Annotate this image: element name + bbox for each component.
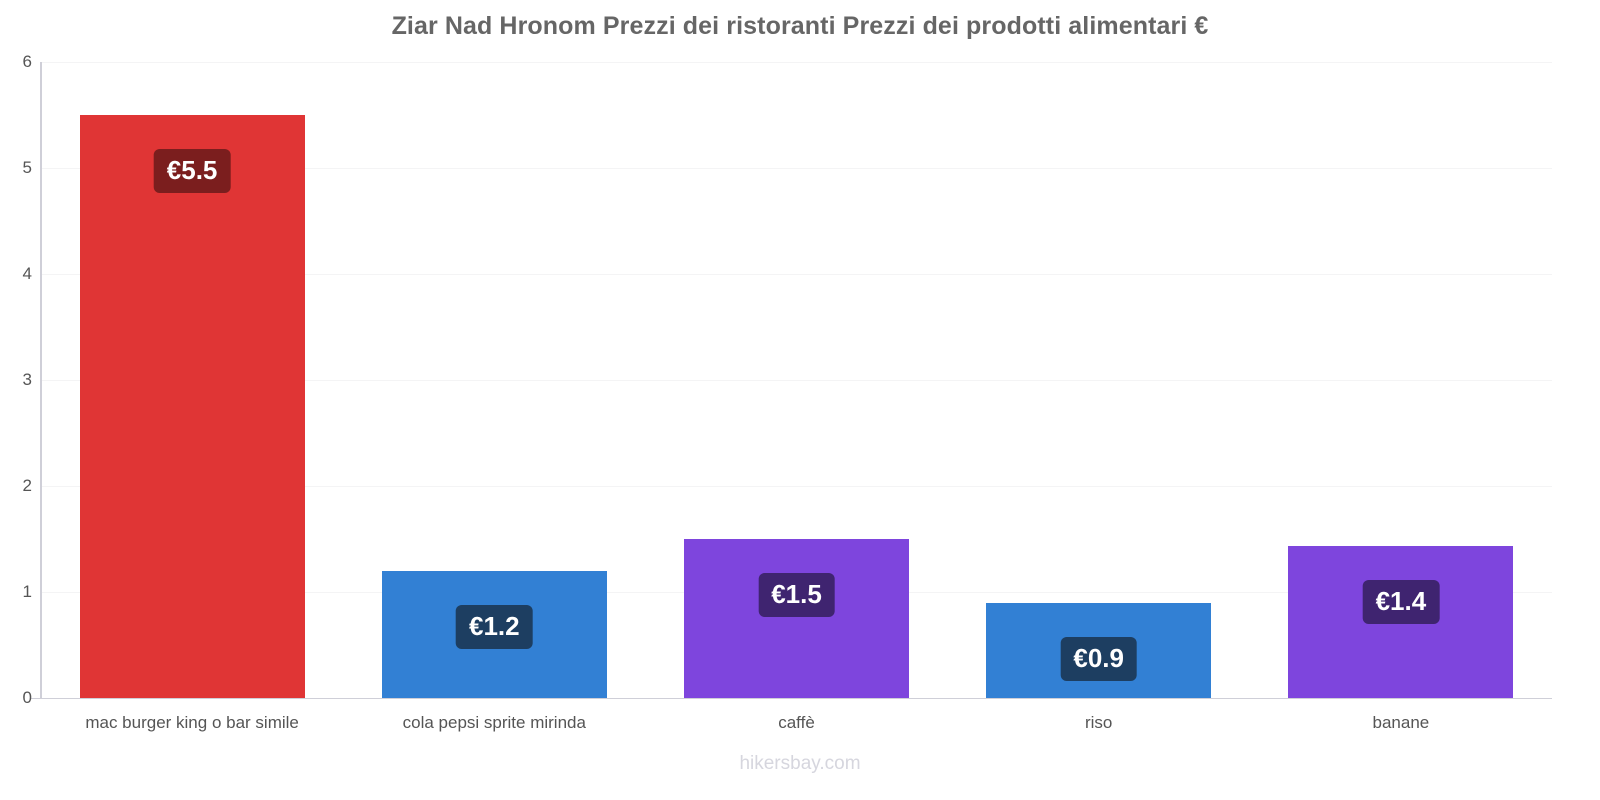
bar-value-label: €5.5 bbox=[153, 149, 231, 193]
x-axis-category-label: riso bbox=[1084, 713, 1113, 732]
x-axis-category-label: caffè bbox=[778, 713, 815, 732]
y-axis-tick-label: 4 bbox=[22, 264, 32, 283]
x-axis-category-label: mac burger king o bar simile bbox=[85, 713, 299, 732]
x-axis-origin-tick bbox=[30, 698, 41, 699]
bar-value-label: €0.9 bbox=[1060, 636, 1137, 681]
y-axis-tick-label: 2 bbox=[22, 476, 32, 495]
y-axis-line bbox=[40, 62, 42, 699]
bar-value-label: €1.4 bbox=[1362, 580, 1440, 625]
gridline bbox=[41, 486, 1552, 487]
x-axis-line bbox=[30, 698, 1552, 699]
y-axis-tick-label: 1 bbox=[22, 582, 32, 601]
bar[interactable] bbox=[683, 539, 910, 698]
chart-title: Ziar Nad Hronom Prezzi dei ristoranti Pr… bbox=[391, 12, 1209, 40]
y-axis-tick-label: 0 bbox=[22, 688, 32, 707]
x-axis-category-label: banane bbox=[1372, 713, 1430, 732]
gridline bbox=[41, 62, 1552, 63]
y-axis-tick-label: 3 bbox=[22, 370, 32, 389]
bar-value-label: €1.5 bbox=[758, 573, 835, 617]
y-axis-tick-label: 6 bbox=[22, 52, 32, 71]
gridline bbox=[41, 274, 1552, 275]
y-axis-tick-label: 5 bbox=[22, 158, 32, 177]
footer-credit: hikersbay.com bbox=[739, 753, 861, 774]
gridline bbox=[41, 168, 1552, 169]
bar-value-label: €1.2 bbox=[455, 604, 533, 649]
bar[interactable] bbox=[79, 115, 305, 698]
gridline bbox=[41, 380, 1552, 381]
x-axis-category-label: cola pepsi sprite mirinda bbox=[402, 713, 586, 732]
